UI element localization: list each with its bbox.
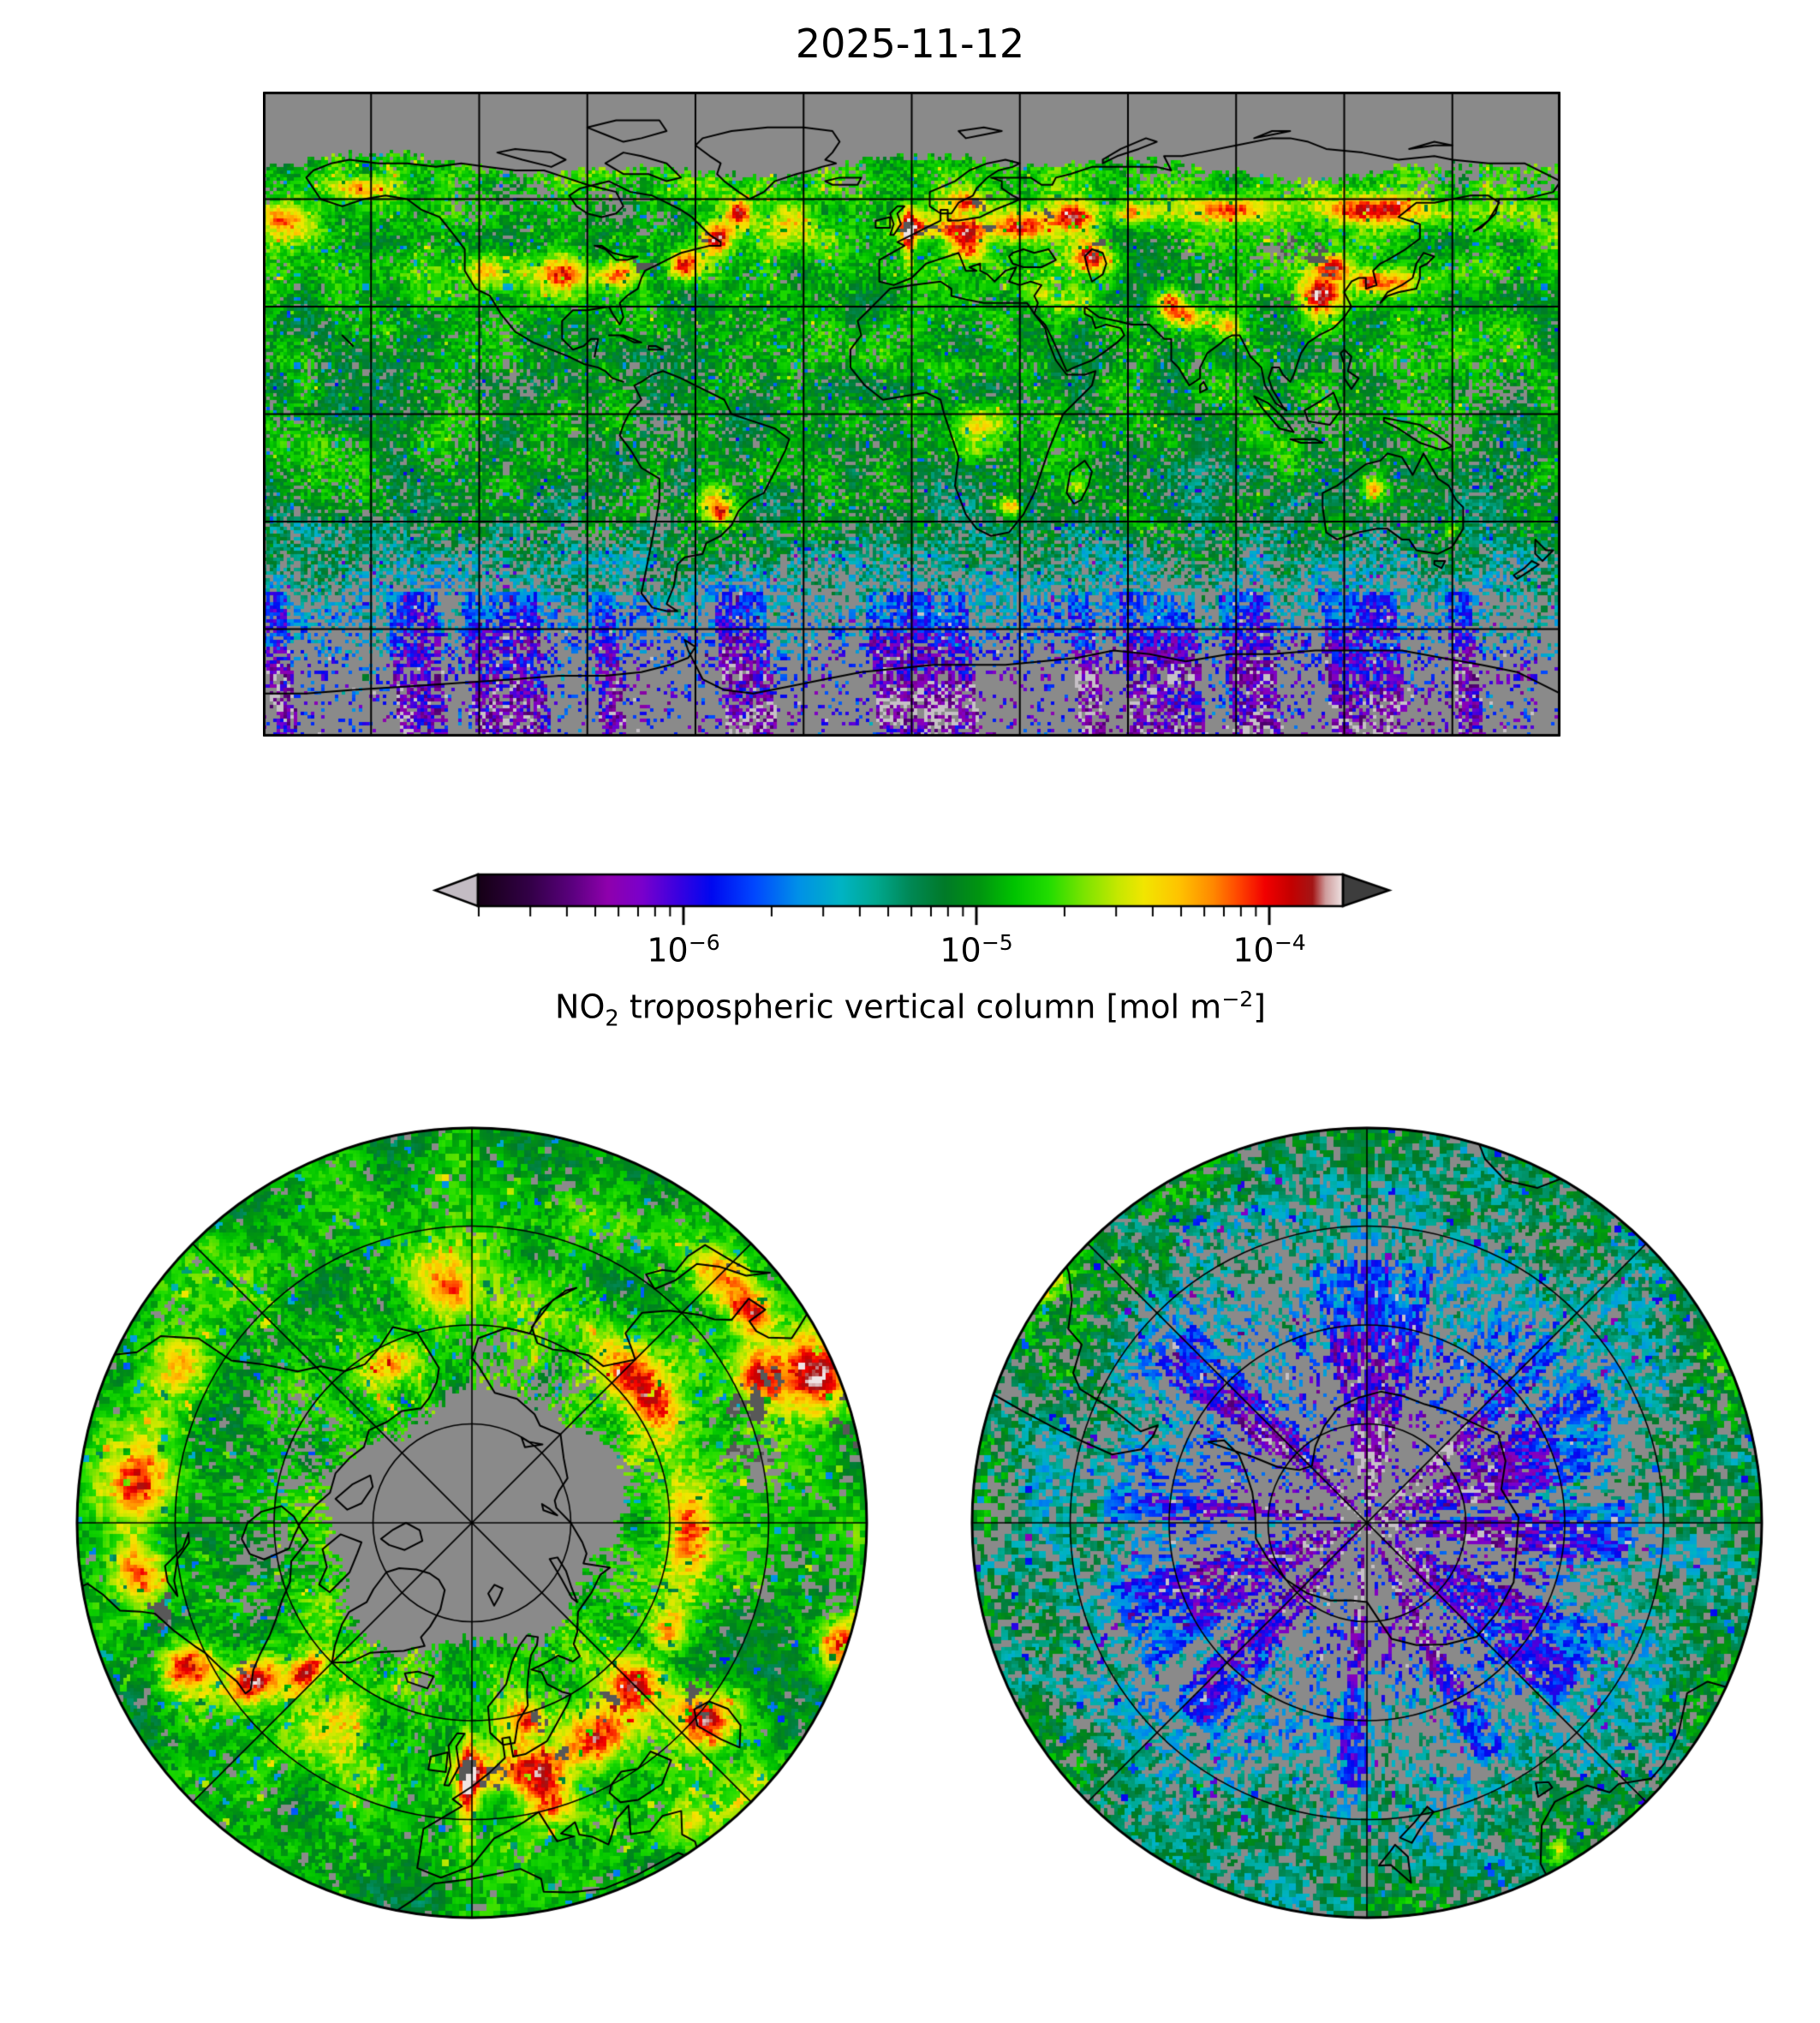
colorbar-tick-1e-4: 10−4 xyxy=(1232,930,1306,970)
colorbar-tick-1e-5: 10−5 xyxy=(940,930,1013,970)
colorbar-tick-1e-6: 10−6 xyxy=(647,930,720,970)
colorbar xyxy=(420,859,1413,929)
north-polar-no2-map xyxy=(75,1126,868,1919)
colorbar-label: NO2 tropospheric vertical column [mol m−… xyxy=(555,987,1266,1032)
south-polar-no2-map xyxy=(970,1126,1763,1919)
figure-title: 2025-11-12 xyxy=(795,21,1025,67)
global-no2-map xyxy=(263,92,1560,737)
